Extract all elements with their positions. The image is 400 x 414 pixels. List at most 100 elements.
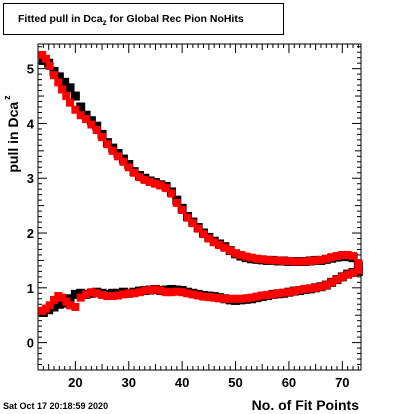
data-point [76, 111, 85, 120]
tick-labels: 20 30 40 50 60 70 0 1 2 3 4 5 [27, 62, 350, 390]
plot-frame [37, 43, 362, 371]
data-point [204, 293, 213, 302]
data-point [322, 281, 331, 290]
x-tick-label: 20 [68, 375, 82, 390]
data-point [135, 288, 144, 297]
data-point [162, 288, 171, 297]
data-point [71, 302, 80, 311]
data-point [70, 91, 80, 101]
data-point [183, 213, 192, 222]
data-point [82, 290, 91, 299]
data-point [354, 266, 363, 275]
data-point [114, 152, 123, 161]
data-point [54, 78, 63, 87]
data-point [268, 256, 277, 265]
data-point [178, 206, 187, 215]
data-point [167, 288, 176, 297]
data-point [156, 286, 165, 295]
data-point [295, 286, 304, 295]
data-point [247, 293, 256, 302]
data-point [60, 77, 70, 87]
x-tick-label: 40 [175, 375, 189, 390]
data-point [284, 256, 293, 265]
data-point [108, 146, 117, 155]
data-point [92, 289, 101, 298]
data-point [71, 105, 80, 114]
data-point [226, 246, 235, 255]
data-point [204, 234, 213, 243]
data-point [140, 175, 149, 184]
data-point [263, 290, 272, 299]
data-point [322, 254, 331, 263]
data-point [332, 275, 341, 284]
data-point [348, 269, 357, 278]
data-point [162, 184, 171, 193]
y-axis-label-main: pull in Dca [5, 102, 21, 173]
data-point [295, 257, 304, 266]
data-point [178, 288, 187, 297]
chart-title: Fitted pull in Dcaz for Global Rec Pion … [18, 13, 244, 27]
data-point [156, 181, 165, 190]
data-point [247, 253, 256, 262]
data-point [306, 256, 315, 265]
data-point [300, 257, 309, 266]
data-point [103, 140, 112, 149]
data-point [49, 302, 59, 312]
data-point [92, 126, 101, 135]
data-point [215, 294, 224, 303]
data-point [151, 285, 160, 294]
y-tick-label: 2 [27, 226, 34, 241]
data-point [98, 133, 107, 142]
data-point [332, 252, 341, 261]
data-point [135, 173, 144, 182]
data-point [151, 179, 160, 188]
data-point [220, 243, 229, 252]
data-point [146, 286, 155, 295]
data-point [130, 289, 139, 298]
data-point [338, 272, 347, 281]
data-point [252, 254, 261, 263]
data-point [236, 294, 245, 303]
data-point [252, 292, 261, 301]
y-tick-label: 5 [27, 62, 34, 77]
data-point [87, 288, 96, 297]
data-point [343, 250, 352, 259]
data-point [199, 292, 208, 301]
data-point [220, 294, 229, 303]
data-point [140, 286, 149, 295]
data-point [258, 291, 267, 300]
data-point [188, 219, 197, 228]
y-tick-label: 3 [27, 171, 34, 186]
data-point [210, 293, 219, 302]
data-point [215, 241, 224, 250]
data-point [338, 250, 347, 259]
data-point [311, 256, 320, 265]
data-point [194, 224, 203, 233]
data-point [268, 290, 277, 299]
data-point [279, 256, 288, 265]
y-axis-label: pull in Dca z [2, 95, 21, 173]
data-point [58, 85, 67, 94]
data-point [87, 120, 96, 129]
data-point [316, 255, 325, 264]
y-axis-label-sub: z [2, 95, 12, 100]
data-point [231, 249, 240, 258]
data-point [284, 288, 293, 297]
data-point [194, 291, 203, 300]
data-point [82, 115, 91, 124]
data-point [172, 287, 181, 296]
data-point [263, 255, 272, 264]
data-point [311, 283, 320, 292]
data-point [290, 257, 299, 266]
data-point [124, 289, 133, 298]
x-tick-label: 60 [282, 375, 296, 390]
y-tick-label: 0 [27, 336, 34, 351]
data-point [172, 198, 181, 207]
data-point [50, 71, 59, 80]
data-point [76, 293, 85, 302]
data-points [38, 50, 363, 317]
data-point [54, 299, 64, 309]
data-point [300, 284, 309, 293]
data-point [242, 252, 251, 261]
